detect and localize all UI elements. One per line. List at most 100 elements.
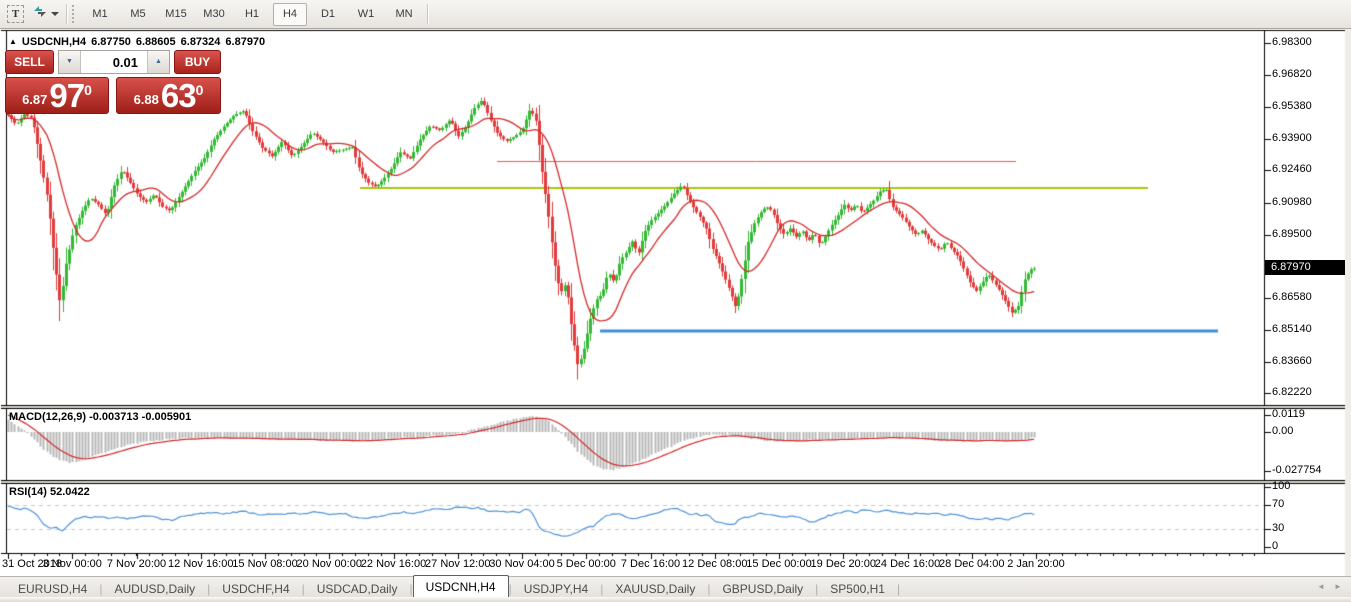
toolbar-separator (66, 4, 67, 24)
macd-axis-label: 0.00 (1272, 425, 1294, 437)
timeframe-button-w1[interactable]: W1 (357, 7, 375, 20)
date-axis-label: 19 Dec 20:00 (810, 558, 876, 570)
buy-button[interactable]: BUY (174, 50, 221, 74)
date-axis-label: 30 Nov 04:00 (489, 558, 555, 570)
price-axis-label: 6.92460 (1272, 163, 1312, 176)
panel-collapse-icon[interactable]: ▲ (9, 37, 17, 46)
arrows-tool-button[interactable] (28, 3, 63, 25)
date-axis-label: 12 Dec 08:00 (682, 558, 748, 570)
dropdown-caret-icon (51, 12, 59, 16)
rsi-axis-label: 30 (1272, 522, 1285, 534)
tab-separator: | (815, 582, 819, 596)
timeframe-button-m30[interactable]: M30 (203, 7, 225, 20)
macd-axis-label: 0.0119 (1272, 408, 1305, 421)
text-label-tool-button[interactable]: T (3, 3, 28, 25)
timeframe-button-d1[interactable]: D1 (320, 7, 336, 20)
window-bottom-edge (0, 597, 1351, 602)
price-axis-label: 6.83660 (1272, 354, 1312, 367)
toolbar-separator (427, 4, 428, 24)
symbol-tab-bar: EURUSD,H4 | AUDUSD,Daily | USDCHF,H4 | USDCAD,… (0, 575, 1351, 598)
timeframe-button-m1[interactable]: M1 (92, 7, 108, 20)
toolbar: T M1 M5 M15 M30 H1 H4 D1 W1 MN (0, 0, 1351, 29)
tab-separator: | (207, 582, 211, 596)
symbol-tab-gbpusd[interactable]: GBPUSD,Daily (722, 582, 804, 596)
date-axis-label: 22 Nov 16:00 (360, 558, 427, 570)
timeframe-button-h1[interactable]: H1 (244, 7, 260, 20)
chart-title: ▲ USDCNH,H4 6.87750 6.88605 6.87324 6.87970 (9, 36, 265, 48)
buy-price-pips: 63 (160, 77, 197, 114)
current-price-tag: 6.87970 (1265, 260, 1345, 276)
date-axis-label: 24 Dec 16:00 (874, 558, 941, 570)
rsi-label: RSI(14) 52.0422 (9, 486, 90, 498)
symbol-tab-usdchf[interactable]: USDCHF,H4 (222, 582, 290, 596)
price-axis-label: 6.96820 (1272, 68, 1312, 81)
ohlc-open: 6.87750 (91, 36, 131, 48)
sell-price-prefix: 6.87 (22, 91, 48, 107)
date-axis-label: 15 Dec 00:00 (746, 558, 812, 570)
sell-button[interactable]: SELL (5, 50, 54, 74)
volume-control: ▼ ▲ (58, 50, 170, 74)
symbol-tab-usdjpy[interactable]: USDJPY,H4 (523, 582, 589, 596)
volume-increase-icon[interactable]: ▲ (147, 51, 169, 73)
ohlc-close: 6.87970 (225, 36, 266, 48)
sell-price-point: 0 (84, 82, 92, 98)
tab-separator: | (508, 582, 512, 596)
buy-price-prefix: 6.88 (133, 91, 159, 107)
rsi-axis-label: 0 (1272, 540, 1279, 552)
price-axis-label: 6.98300 (1272, 36, 1312, 49)
text-tool-icon: T (7, 5, 24, 23)
date-axis-label: 15 Nov 08:00 (232, 558, 298, 570)
price-axis-label: 6.86580 (1272, 291, 1312, 304)
tab-separator: | (896, 582, 901, 596)
rsi-axis-label: 70 (1272, 498, 1285, 510)
volume-input[interactable] (81, 51, 147, 73)
date-axis-label: 2 Jan 20:00 (1007, 558, 1065, 570)
sell-price-pips: 97 (49, 77, 85, 114)
ohlc-high: 6.88605 (135, 36, 176, 48)
price-axis-label: 6.90980 (1272, 195, 1312, 208)
symbol-tab-eurusd[interactable]: EURUSD,H4 (18, 582, 88, 596)
tab-separator: | (99, 582, 103, 596)
symbol-tab-xauusd[interactable]: XAUUSD,Daily (615, 582, 696, 596)
date-axis-label: 5 Dec 00:00 (556, 558, 616, 570)
date-axis-label: 27 Nov 12:00 (425, 558, 491, 570)
date-axis-label: 7 Dec 16:00 (620, 558, 681, 570)
tab-separator: | (707, 582, 711, 596)
timeframe-button-mn[interactable]: MN (395, 7, 413, 20)
tab-scroll-left-icon[interactable]: ◄ (1317, 582, 1325, 591)
tab-separator: | (301, 582, 305, 596)
date-axis-label: 31 Oct 2018 (2, 558, 62, 570)
sell-price-button[interactable]: 6.87 97 0 (5, 77, 109, 114)
price-axis-label: 6.82220 (1272, 386, 1312, 399)
symbol-tab-usdcad[interactable]: USDCAD,Daily (316, 582, 398, 596)
rsi-axis-label: 100 (1272, 480, 1291, 492)
macd-axis-label: -0.027754 (1272, 463, 1322, 476)
volume-decrease-icon[interactable]: ▼ (59, 51, 81, 73)
price-axis-label: 6.95380 (1272, 99, 1312, 112)
buy-price-button[interactable]: 6.88 63 0 (116, 77, 221, 114)
timeframe-group: M1 M5 M15 M30 H1 H4 D1 W1 MN (83, 2, 421, 26)
toolbar-grip[interactable] (72, 5, 78, 23)
date-axis-label: 12 Nov 16:00 (168, 558, 234, 570)
buy-price-point: 0 (195, 82, 204, 98)
timeframe-button-m15[interactable]: M15 (165, 7, 187, 20)
symbol-tab-audusd[interactable]: AUDUSD,Daily (114, 582, 196, 596)
symbol-period-label: USDCNH,H4 (21, 36, 87, 48)
date-axis-label: 28 Dec 04:00 (939, 558, 1005, 570)
timeframe-button-h4[interactable]: H4 (273, 2, 307, 26)
tab-scroll-right-icon[interactable]: ► (1334, 582, 1342, 591)
date-axis-label: 3 Nov 00:00 (42, 558, 102, 570)
arrows-icon (32, 4, 48, 24)
symbol-tab-sp500[interactable]: SP500,H1 (830, 582, 885, 596)
macd-label: MACD(12,26,9) -0.003713 -0.005901 (9, 411, 192, 423)
timeframe-button-m5[interactable]: M5 (130, 7, 146, 20)
one-click-trade-panel: SELL ▼ ▲ BUY 6.87 97 0 6.88 63 0 (5, 49, 221, 115)
date-axis-label: 20 Nov 00:00 (296, 558, 362, 570)
tab-separator: | (409, 582, 413, 596)
price-axis-label: 6.93900 (1272, 132, 1312, 144)
symbol-tab-usdcnh[interactable]: USDCNH,H4 (412, 575, 509, 598)
tab-separator: | (600, 582, 604, 596)
price-axis-label: 6.89500 (1272, 227, 1312, 240)
